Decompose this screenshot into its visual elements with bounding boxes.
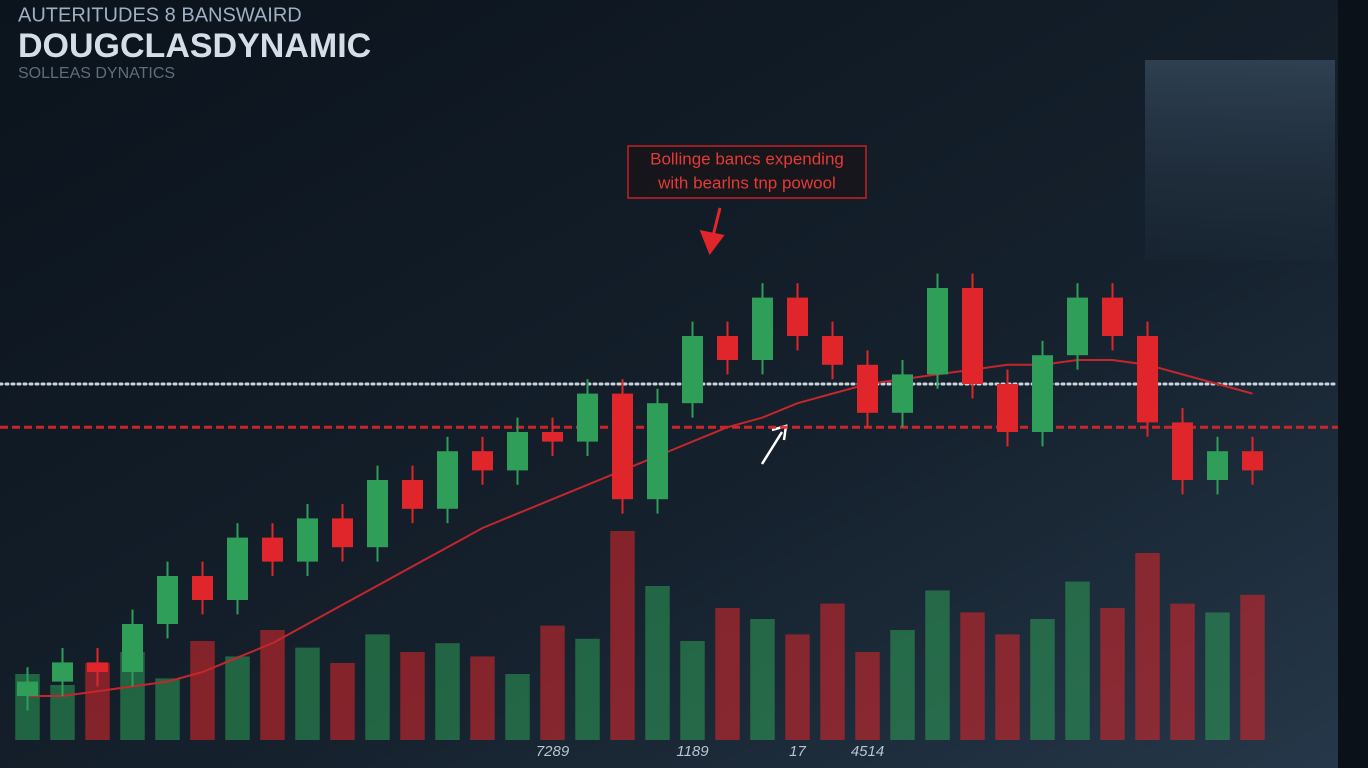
- volume-bar: [435, 643, 460, 740]
- candle-body: [892, 374, 913, 413]
- volume-bar: [680, 641, 705, 740]
- volume-bar: [540, 625, 565, 740]
- volume-bar: [925, 590, 950, 740]
- volume-bar: [1030, 619, 1055, 740]
- annotation-box: [627, 145, 867, 199]
- volume-bar: [365, 634, 390, 740]
- candle-body: [402, 480, 423, 509]
- candle-body: [927, 288, 948, 375]
- candle-body: [1067, 297, 1088, 356]
- candle-body: [997, 384, 1018, 432]
- volume-bar: [260, 630, 285, 740]
- candle-body: [577, 393, 598, 442]
- annotation-text: with bearlns tnp powool: [657, 173, 836, 192]
- volume-bar: [1170, 603, 1195, 740]
- candle-body: [122, 624, 143, 672]
- volume-bar: [330, 663, 355, 740]
- candle-body: [822, 336, 843, 365]
- candle-body: [857, 364, 878, 413]
- candle-body: [297, 518, 318, 562]
- supertitle: AUTERITUDES 8 BANSWAIRD: [18, 4, 302, 26]
- volume-bar: [820, 603, 845, 740]
- candle-body: [507, 432, 528, 471]
- volume-bar: [995, 634, 1020, 740]
- candle-body: [1207, 451, 1228, 480]
- volume-bar: [1135, 553, 1160, 740]
- x-tick-label: 17: [789, 743, 806, 760]
- candle-body: [1172, 422, 1193, 480]
- volume-bar: [295, 647, 320, 740]
- candle-body: [157, 576, 178, 624]
- volume-bar: [575, 638, 600, 740]
- candle-body: [472, 451, 493, 471]
- candle-body: [1102, 297, 1123, 336]
- candle-body: [87, 662, 108, 672]
- candle-body: [542, 432, 563, 442]
- candle-body: [787, 297, 808, 336]
- annotation-arrow: [699, 207, 725, 256]
- volume-bar: [1100, 608, 1125, 740]
- screen-bezel: [1338, 0, 1368, 768]
- x-tick-label: 7289: [536, 743, 570, 760]
- volume-bar: [1065, 581, 1090, 740]
- candle-body: [717, 336, 738, 360]
- candle-body: [962, 288, 983, 384]
- title: DOUGCLASDYNAMIC: [18, 27, 371, 65]
- volume-bar: [750, 619, 775, 740]
- volume-bar: [190, 641, 215, 740]
- volume-bar: [645, 586, 670, 740]
- candle-body: [752, 297, 773, 360]
- volume-bar: [1240, 594, 1265, 740]
- volume-bar: [155, 678, 180, 740]
- candle-body: [437, 451, 458, 509]
- candle-body: [1137, 336, 1158, 423]
- candle-body: [1242, 451, 1263, 471]
- candle-body: [332, 518, 353, 548]
- backdrop-panel: [1145, 60, 1335, 260]
- candle-body: [1032, 355, 1053, 432]
- volume-bar: [400, 652, 425, 740]
- volume-bar: [1205, 612, 1230, 740]
- volume-bar: [960, 612, 985, 740]
- volume-bar: [890, 630, 915, 740]
- x-tick-label: 4514: [851, 743, 884, 760]
- volume-bar: [505, 674, 530, 740]
- candle-body: [647, 403, 668, 500]
- candle-body: [262, 537, 283, 562]
- candle-body: [682, 336, 703, 404]
- candle-body: [227, 537, 248, 600]
- candle-body: [52, 662, 73, 682]
- volume-bar: [610, 531, 635, 740]
- volume-bar: [470, 656, 495, 740]
- candle-body: [17, 681, 38, 696]
- volume-bar: [225, 656, 250, 740]
- candle-body: [192, 576, 213, 600]
- subtitle: SOLLEAS DYNATICS: [18, 65, 175, 82]
- volume-bar: [855, 652, 880, 740]
- annotation-text: Bollinge bancs expending: [650, 149, 844, 168]
- volume-bar: [715, 608, 740, 740]
- candle-body: [612, 393, 633, 500]
- candle-body: [367, 480, 388, 548]
- volume-bar: [785, 634, 810, 740]
- x-tick-label: 1189: [676, 743, 709, 760]
- plot-area: 7289 1189 17 4514: [0, 273, 1340, 760]
